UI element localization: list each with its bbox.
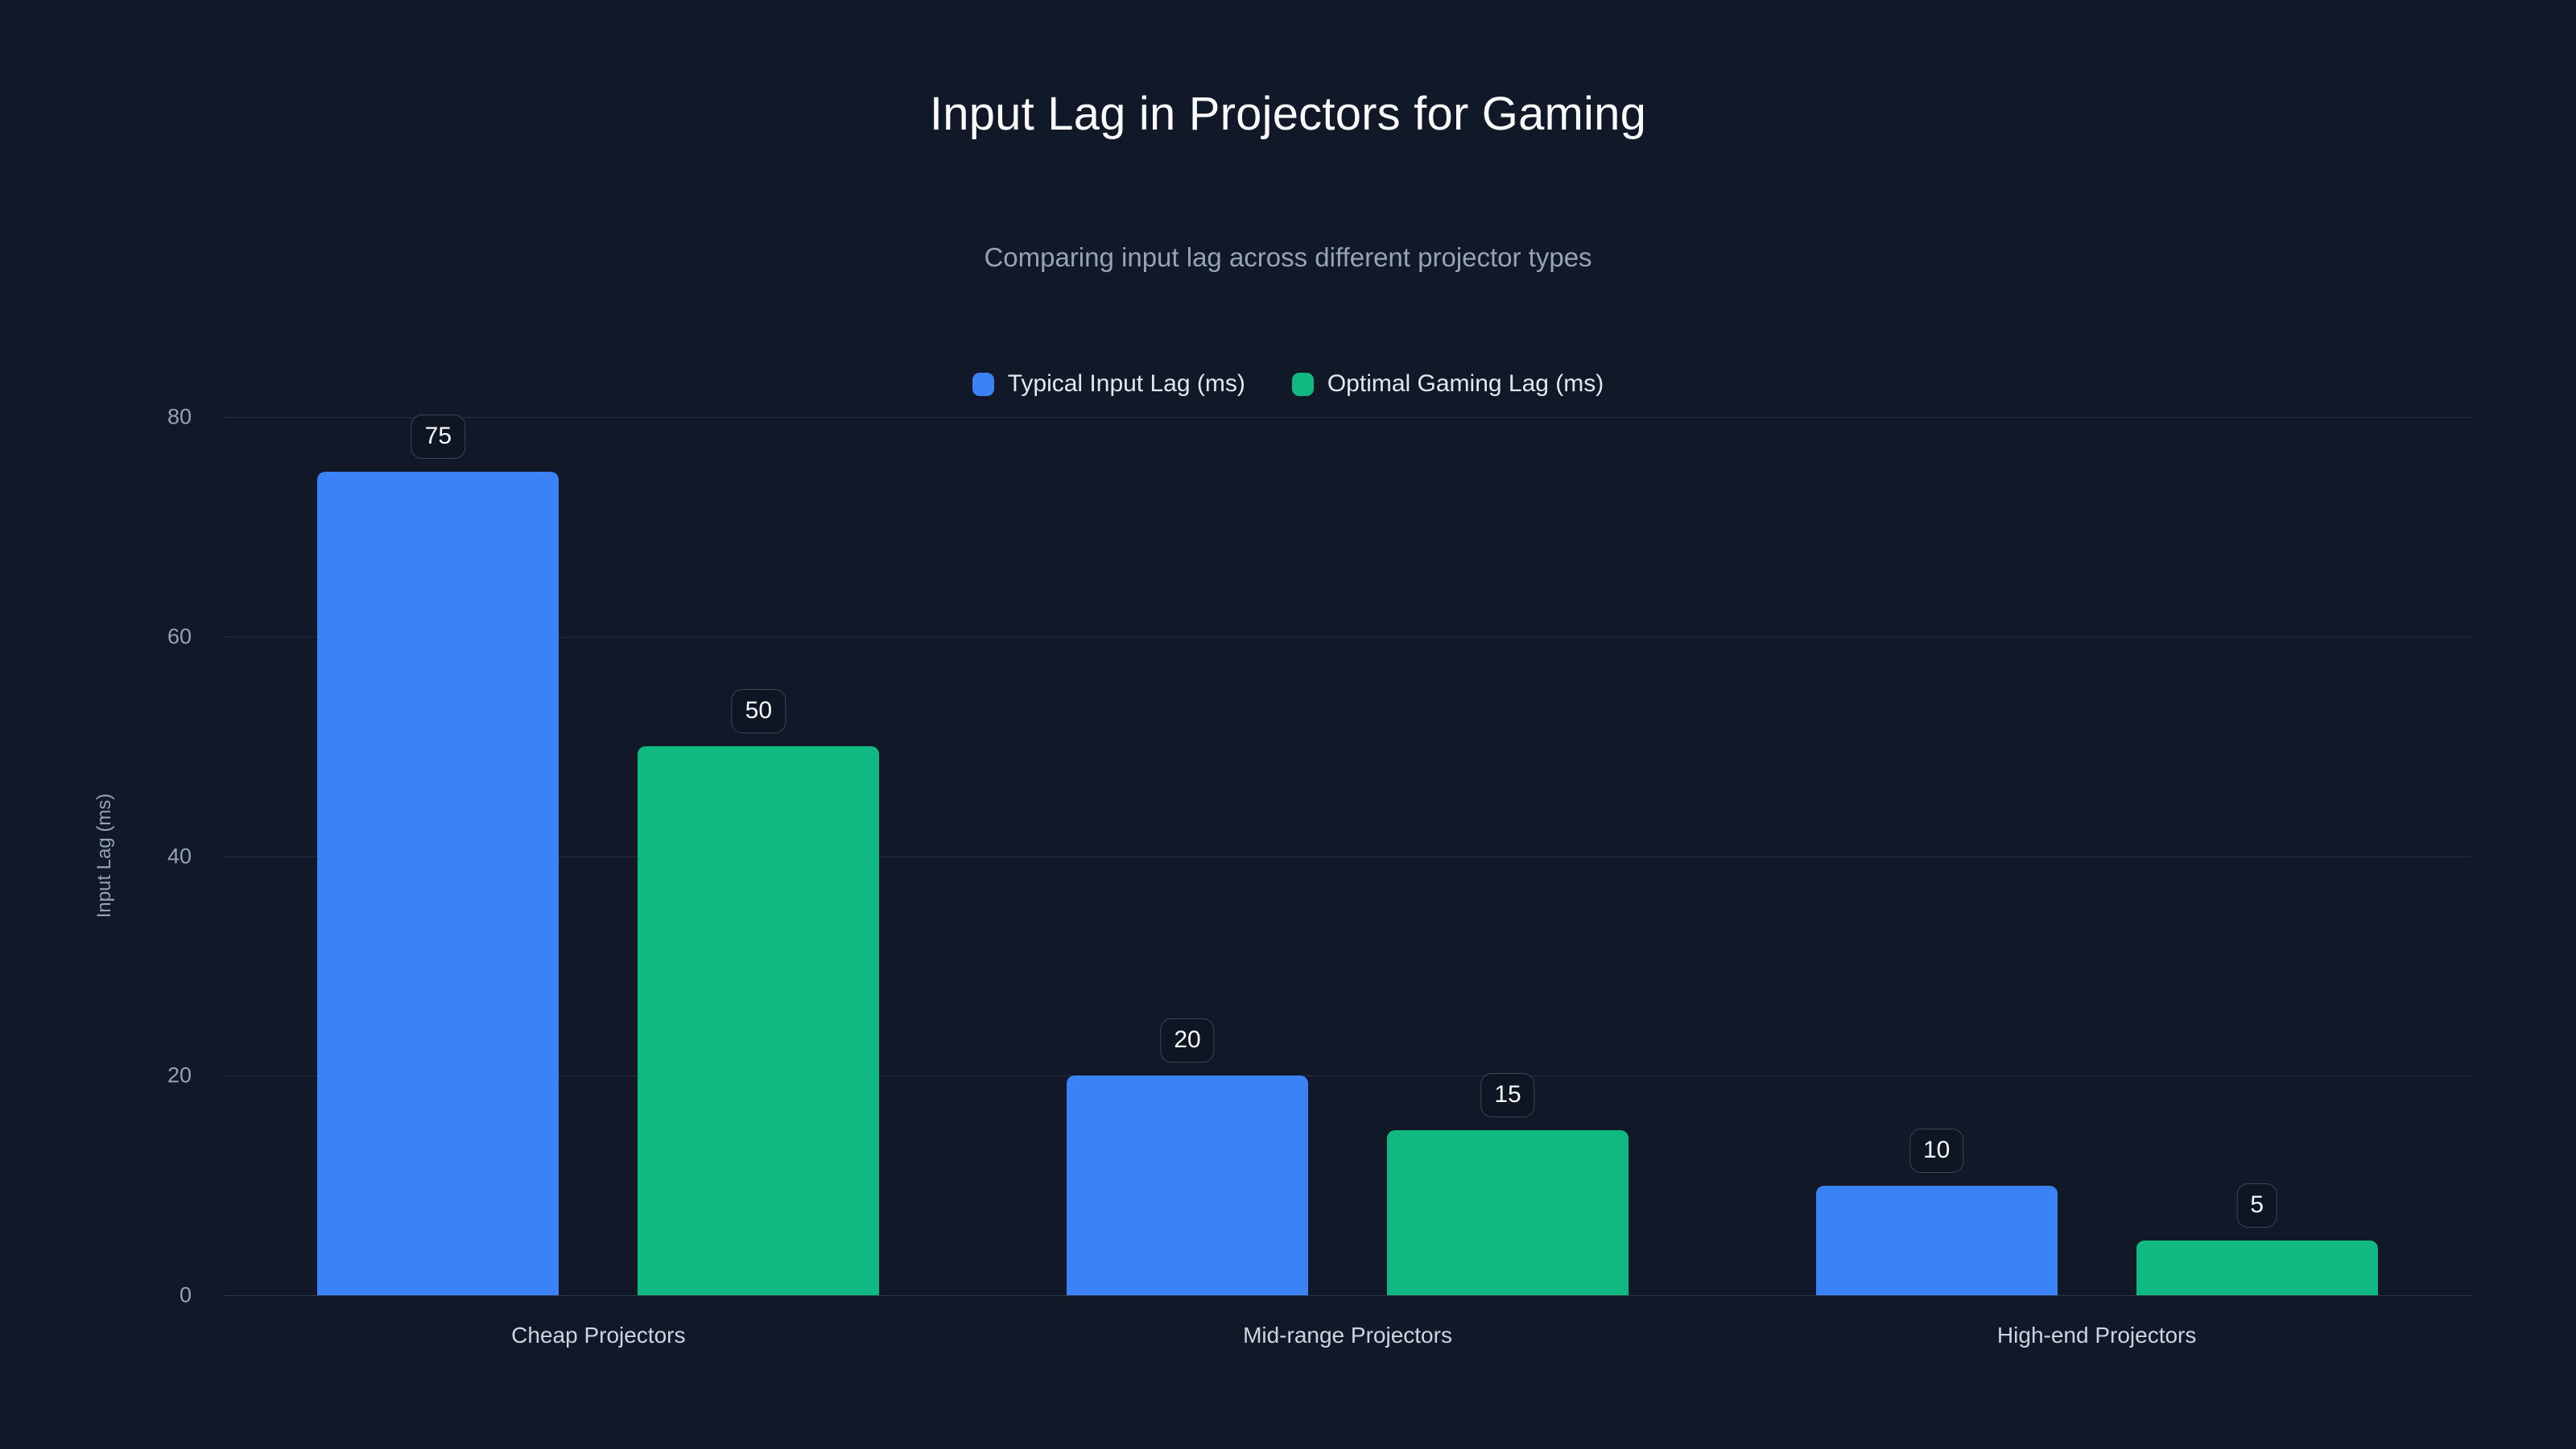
bar-value-label: 75: [411, 415, 466, 460]
y-axis-tick-label: 40: [167, 844, 192, 868]
x-axis-tick-label: High-end Projectors: [1996, 1323, 2197, 1348]
x-axis-tick-label: Cheap Projectors: [511, 1323, 686, 1348]
chart-title: Input Lag in Projectors for Gaming: [929, 88, 1647, 140]
gridline: [224, 636, 2471, 638]
y-axis-tick-label: 20: [167, 1063, 192, 1088]
gridline: [224, 417, 2471, 418]
bar[interactable]: [638, 746, 880, 1295]
legend-item[interactable]: Typical Input Lag (ms): [972, 372, 1245, 396]
chart-subtitle: Comparing input lag across different pro…: [984, 242, 1592, 272]
chart-legend: Typical Input Lag (ms) Optimal Gaming Lag…: [0, 372, 2576, 396]
bar[interactable]: [1067, 1075, 1308, 1295]
bar-value-label: 10: [1909, 1128, 1964, 1173]
y-axis-tick-label: 60: [167, 624, 192, 649]
bar[interactable]: [1815, 1185, 2058, 1295]
legend-label: Optimal Gaming Lag (ms): [1327, 370, 1604, 397]
bar-value-label: 50: [731, 689, 786, 734]
gridline: [224, 1295, 2471, 1296]
bar[interactable]: [317, 472, 559, 1295]
legend-item[interactable]: Optimal Gaming Lag (ms): [1291, 370, 1604, 397]
legend-label: Typical Input Lag (ms): [1007, 370, 1245, 397]
plot-area: [224, 417, 2471, 1296]
gridline: [224, 1075, 2471, 1077]
bar-value-label: 20: [1160, 1018, 1215, 1063]
bar-value-label: 15: [1480, 1073, 1535, 1118]
x-axis-tick-label: Mid-range Projectors: [1243, 1323, 1452, 1348]
legend-swatch-icon: [972, 372, 994, 396]
bar[interactable]: [1387, 1130, 1629, 1295]
legend-swatch-icon: [1291, 372, 1314, 396]
y-axis-tick-label: 0: [179, 1282, 192, 1307]
y-axis-title: Input Lag (ms): [93, 793, 115, 919]
bar-value-label: 5: [2236, 1183, 2277, 1228]
bar[interactable]: [2136, 1240, 2378, 1295]
y-axis-tick-label: 80: [167, 404, 192, 429]
